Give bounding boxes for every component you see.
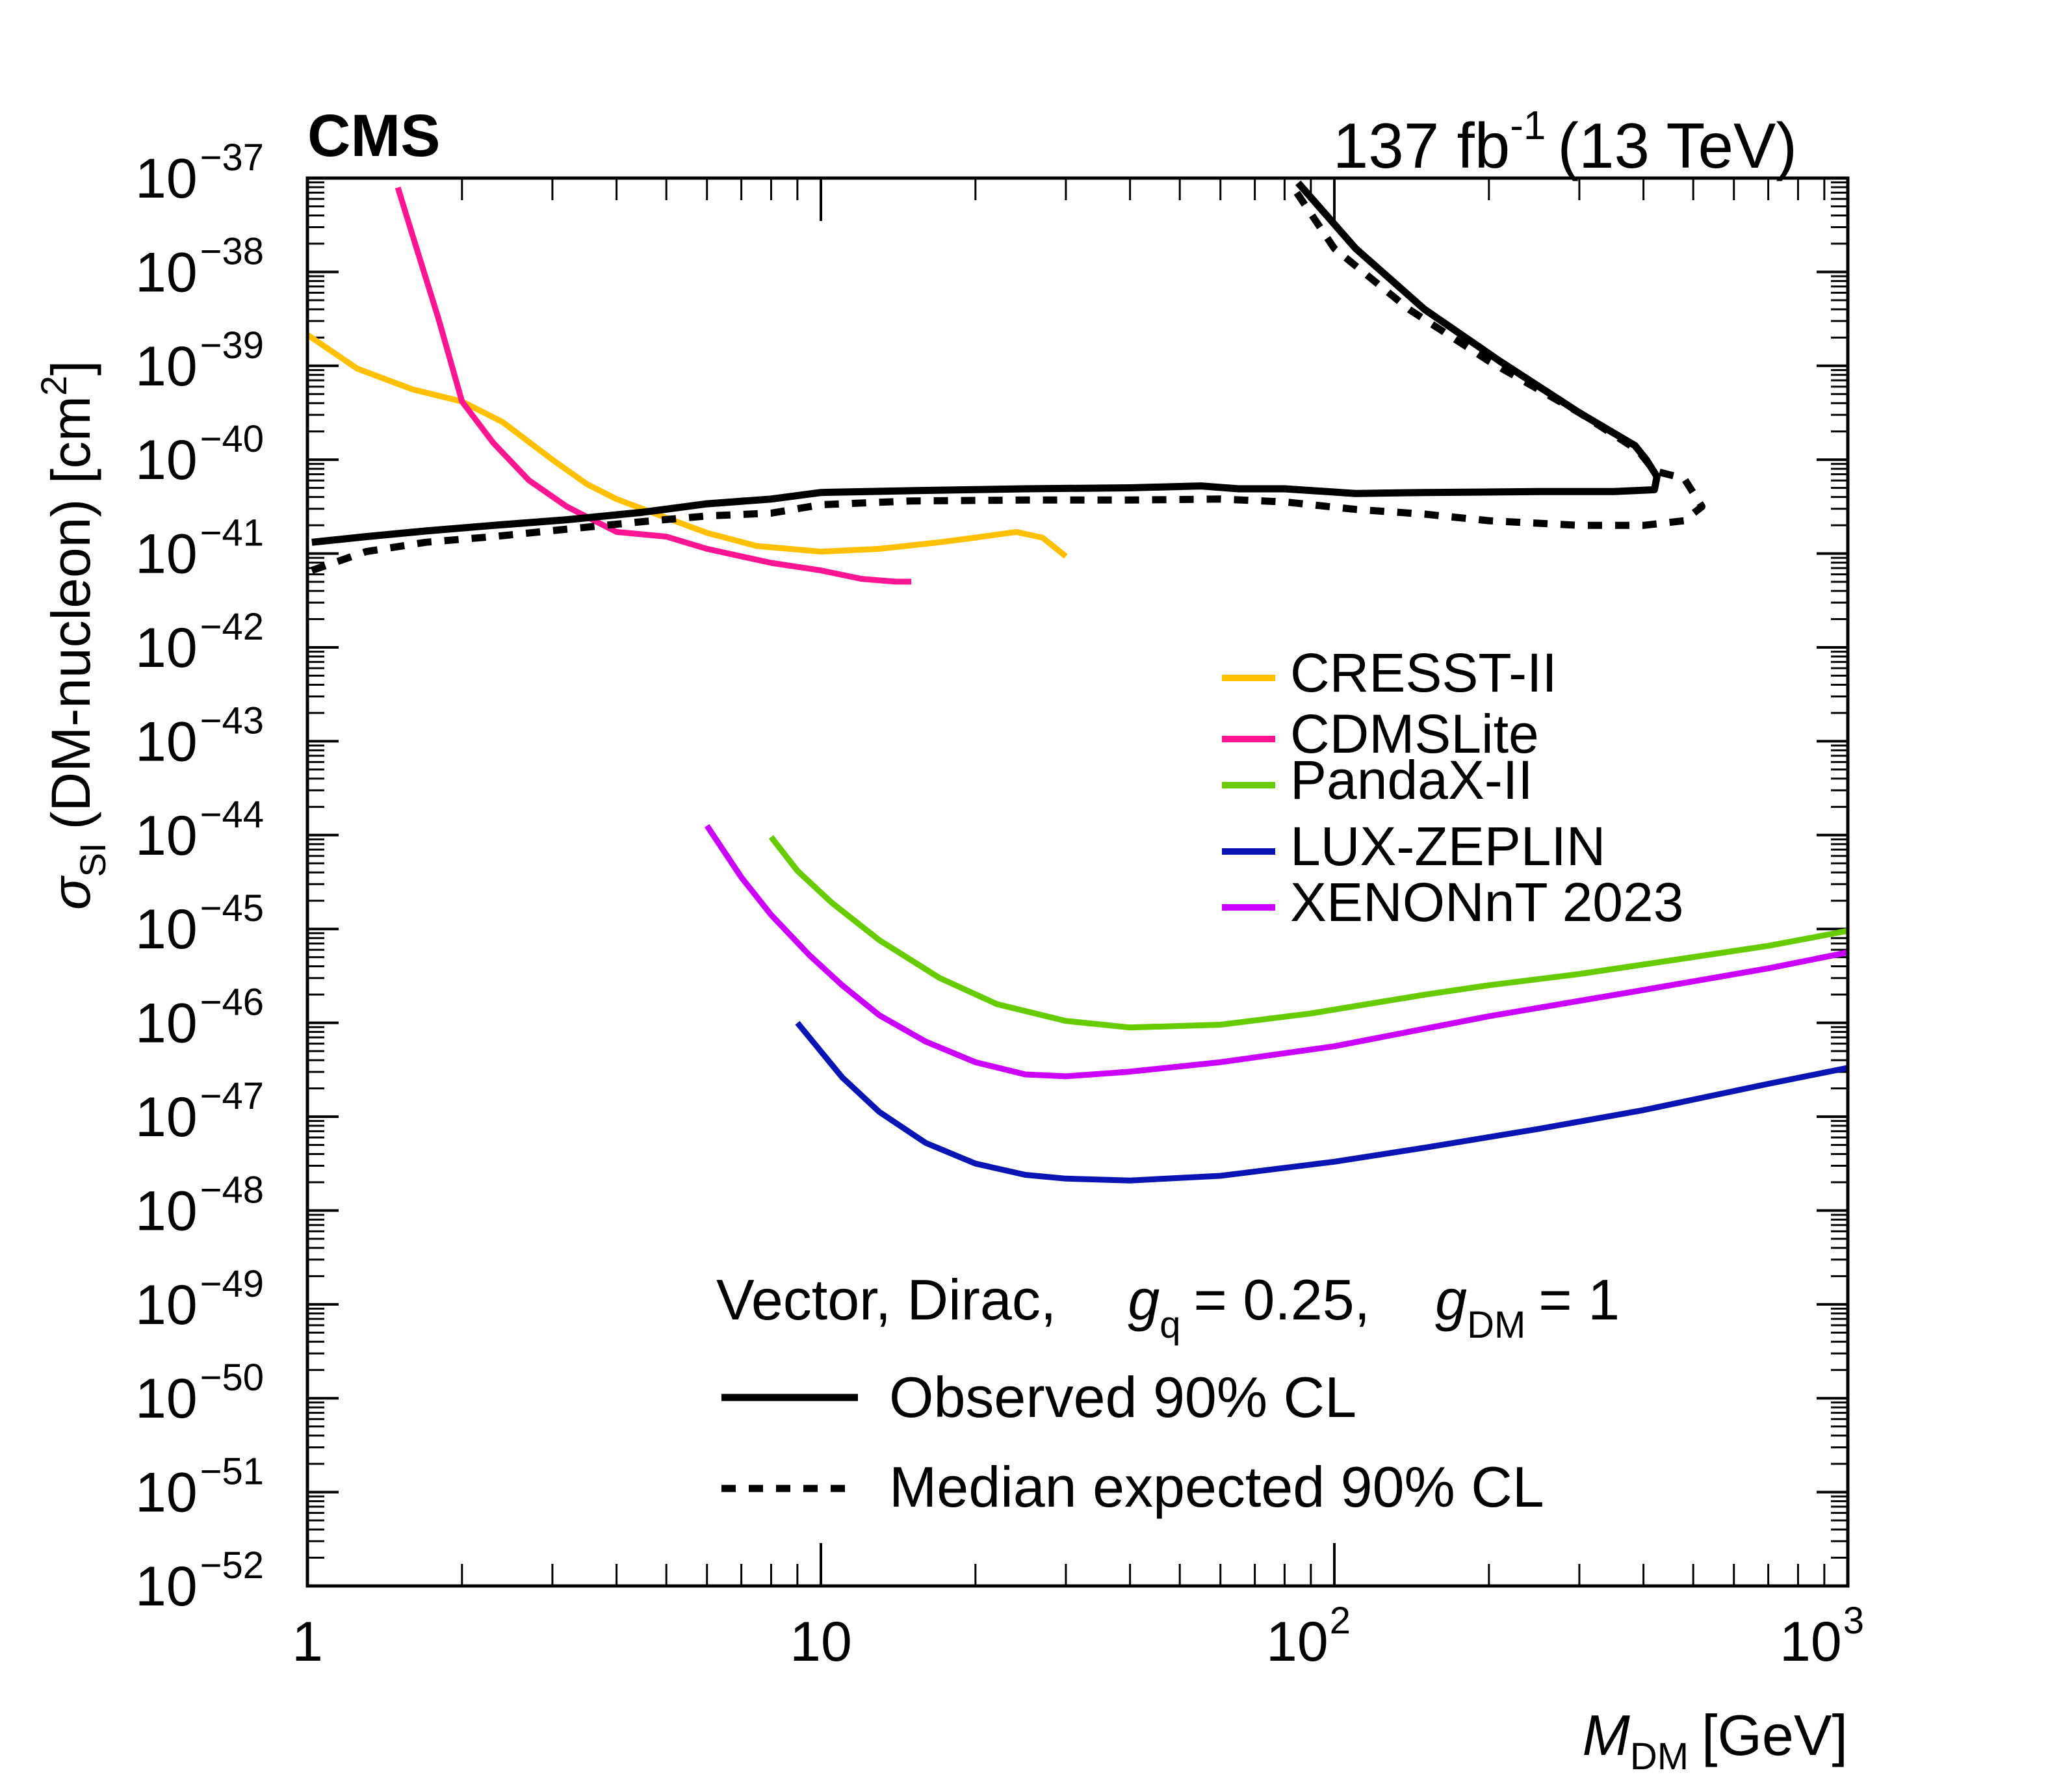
lumi-label: 137 fb-1 (13 TeV) (1333, 103, 1797, 181)
y-tick-labels: 10−37 10−38 10−39 10−40 10−41 10−42 10−43 10−44… (135, 136, 264, 1618)
y-tick-label: 10−42 (135, 606, 264, 679)
y-tick-label: 10−48 (135, 1169, 264, 1242)
legend-cms: Observed 90% CL Median expected 90% CL (721, 1365, 1544, 1519)
y-axis-title: σSI(DM-nucleon) [cm2] (33, 360, 113, 910)
legend-experiments: CRESST-II CDMSLite PandaX-II LUX-ZEPLIN … (1222, 642, 1683, 933)
x-axis-title: MDM [GeV] (1583, 1703, 1848, 1778)
series-lux-zeplin (795, 1020, 1848, 1184)
y-tick-label: 10−51 (135, 1451, 264, 1524)
y-tick-label: 10−38 (135, 230, 264, 304)
x-tick-label: 103 (1780, 1600, 1864, 1673)
plot-frame (305, 176, 1850, 1588)
series-median-expected-90-cl (310, 181, 1706, 574)
minor-ticks (307, 178, 1848, 1586)
y-tick-label: 10−39 (135, 324, 264, 398)
x-tick-label: 10 (790, 1611, 852, 1673)
legend-label-cdmslite: CDMSLite (1290, 703, 1539, 764)
y-tick-label: 10−46 (135, 981, 264, 1055)
series-cdmslite (395, 187, 912, 585)
x-tick-label: 1 (292, 1611, 323, 1673)
legend-label-pandax: PandaX-II (1290, 749, 1533, 811)
y-tick-label: 10−37 (135, 136, 264, 210)
series-pandax-ii (768, 835, 1848, 1031)
series-layer (307, 180, 1848, 1184)
y-tick-label: 10−40 (135, 418, 264, 491)
y-tick-label: 10−43 (135, 699, 264, 773)
legend-label-lz: LUX-ZEPLIN (1290, 816, 1605, 877)
y-tick-label: 10−45 (135, 887, 264, 961)
legend-label-xenonnt: XENONnT 2023 (1290, 872, 1683, 933)
series-cresst-ii (307, 332, 1068, 559)
x-tick-label: 102 (1266, 1600, 1351, 1673)
y-tick-label: 10−47 (135, 1075, 264, 1149)
y-tick-label: 10−41 (135, 512, 264, 586)
legend-label-cresst: CRESST-II (1290, 642, 1557, 703)
model-label: Vector, Dirac, gq = 0.25, gDM = 1 (716, 1267, 1620, 1346)
x-tick-labels: 1 10 102 103 (292, 1600, 1864, 1673)
y-tick-label: 10−52 (135, 1544, 264, 1618)
legend-label-expected: Median expected 90% CL (889, 1455, 1544, 1519)
experiment-label: CMS (307, 103, 440, 169)
y-tick-label: 10−44 (135, 794, 264, 867)
y-tick-label: 10−49 (135, 1263, 264, 1336)
series-xenonnt-2023 (704, 824, 1848, 1080)
y-tick-label: 10−50 (135, 1357, 264, 1430)
legend-label-observed: Observed 90% CL (889, 1365, 1356, 1429)
